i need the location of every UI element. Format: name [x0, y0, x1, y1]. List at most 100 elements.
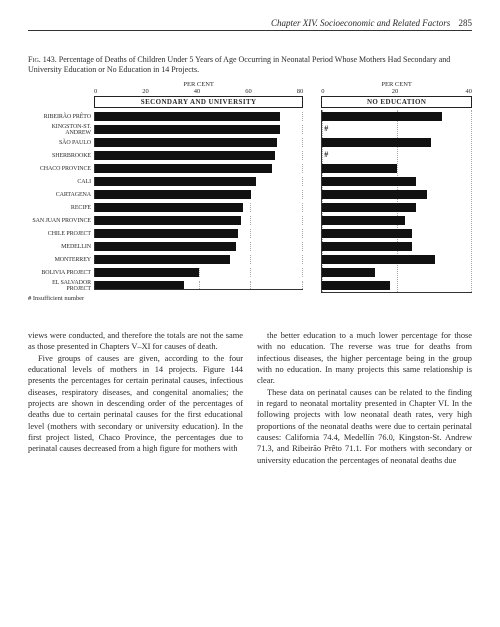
bar-row: MONTERREY — [28, 253, 303, 266]
bar-track — [322, 190, 472, 199]
left-ticks: 020406080 — [94, 88, 303, 96]
bar-track: # — [322, 125, 472, 134]
left-panel: 020406080 SECONDARY AND UNIVERSITY RIBEI… — [28, 88, 303, 293]
bar — [95, 203, 243, 212]
bar — [322, 229, 412, 238]
bar — [322, 177, 416, 186]
bar-track — [322, 216, 472, 225]
bar — [322, 164, 397, 173]
figure-caption-text: Percentage of Deaths of Children Under 5… — [28, 55, 450, 74]
bar-track — [94, 268, 303, 277]
category-label: KINGSTON-ST. ANDREW — [28, 124, 94, 136]
tick-label: 80 — [297, 88, 304, 95]
tick-label: 0 — [94, 88, 97, 95]
bar — [95, 190, 251, 199]
bar-track — [94, 281, 303, 290]
bar — [95, 125, 280, 134]
footnote-text: Insufficient number — [33, 295, 84, 302]
footnote-symbol: # — [28, 295, 31, 302]
bar-row: SHERBROOKE — [28, 149, 303, 162]
bar — [322, 281, 389, 290]
bar-track — [322, 281, 472, 290]
bar — [95, 164, 272, 173]
para-4: These data on perinatal causes can be re… — [257, 387, 472, 466]
bar — [95, 281, 184, 289]
right-ticks: 02040 — [321, 88, 472, 96]
bar-track — [94, 164, 303, 173]
right-bars-area: ## — [321, 110, 472, 293]
bar-row: SAN JUAN PROVINCE — [28, 214, 303, 227]
category-label: CHILE PROJECT — [28, 231, 94, 237]
figure-143-chart: PER CENT PER CENT 020406080 SECONDARY AN… — [28, 81, 472, 302]
figure-caption: Fig. 143. Percentage of Deaths of Childr… — [28, 55, 472, 75]
bar — [322, 255, 434, 264]
bar — [95, 177, 256, 186]
bar-track — [94, 242, 303, 251]
bar-row — [322, 110, 472, 123]
bar-track — [94, 229, 303, 238]
bar-track — [94, 177, 303, 186]
right-axis-unit: PER CENT — [321, 81, 472, 88]
bar-track: # — [322, 151, 472, 160]
bar-row: RIBEIRÃO PRÊTO — [28, 110, 303, 123]
tick-label: 60 — [245, 88, 252, 95]
bar-track — [94, 125, 303, 134]
bar — [95, 216, 241, 225]
insufficient-marker: # — [324, 150, 328, 159]
bar-row: KINGSTON-ST. ANDREW — [28, 123, 303, 136]
bar-row: CARTAGENA — [28, 188, 303, 201]
bar — [322, 190, 427, 199]
bar-row — [322, 162, 472, 175]
bar-row: EL SALVADOR PROJECT — [28, 279, 303, 292]
bar-row — [322, 201, 472, 214]
bar-track — [322, 203, 472, 212]
bar-row: # — [322, 123, 472, 136]
bar — [322, 138, 431, 147]
tick-label: 0 — [321, 88, 324, 95]
bar — [95, 138, 277, 147]
bar-row — [322, 188, 472, 201]
bar — [95, 151, 275, 160]
bar-track — [322, 138, 472, 147]
bar-track — [322, 242, 472, 251]
category-label: CHACO PROVINCE — [28, 166, 94, 172]
bar-row: CALI — [28, 175, 303, 188]
bar — [322, 242, 412, 251]
bar-track — [322, 112, 472, 121]
chart-footnote: # Insufficient number — [28, 295, 472, 302]
category-label: BOLIVIA PROJECT — [28, 270, 94, 276]
bar — [95, 112, 280, 121]
para-2: Five groups of causes are given, accordi… — [28, 353, 243, 455]
chart-panels: 020406080 SECONDARY AND UNIVERSITY RIBEI… — [28, 88, 472, 293]
bar-row — [322, 136, 472, 149]
bar-track — [322, 164, 472, 173]
para-3: the better education to a much lower per… — [257, 330, 472, 387]
bar-track — [94, 151, 303, 160]
bar-row — [322, 279, 472, 292]
category-label: SÃO PAULO — [28, 140, 94, 146]
bar — [95, 255, 230, 264]
bar — [95, 268, 199, 277]
body-text: views were conducted, and therefore the … — [28, 330, 472, 466]
bar — [95, 242, 236, 251]
bar — [322, 203, 416, 212]
running-head: Chapter XIV. Socioeconomic and Related F… — [28, 18, 472, 31]
bar — [322, 268, 374, 277]
category-label: MONTERREY — [28, 257, 94, 263]
insufficient-marker: # — [324, 124, 328, 133]
bar-row: CHILE PROJECT — [28, 227, 303, 240]
category-label: MEDELLIN — [28, 244, 94, 250]
page-number: 285 — [459, 18, 473, 28]
bar — [322, 216, 404, 225]
left-panel-title: SECONDARY AND UNIVERSITY — [94, 96, 303, 108]
chapter-title: Chapter XIV. Socioeconomic and Related F… — [271, 18, 450, 28]
bar-track — [94, 255, 303, 264]
bar-row — [322, 240, 472, 253]
figure-number: Fig. 143. — [28, 55, 57, 64]
right-panel-title: NO EDUCATION — [321, 96, 472, 108]
bar — [322, 112, 442, 121]
bar-track — [322, 229, 472, 238]
tick-label: 20 — [392, 88, 399, 95]
bar-row — [322, 175, 472, 188]
bar-row: MEDELLIN — [28, 240, 303, 253]
